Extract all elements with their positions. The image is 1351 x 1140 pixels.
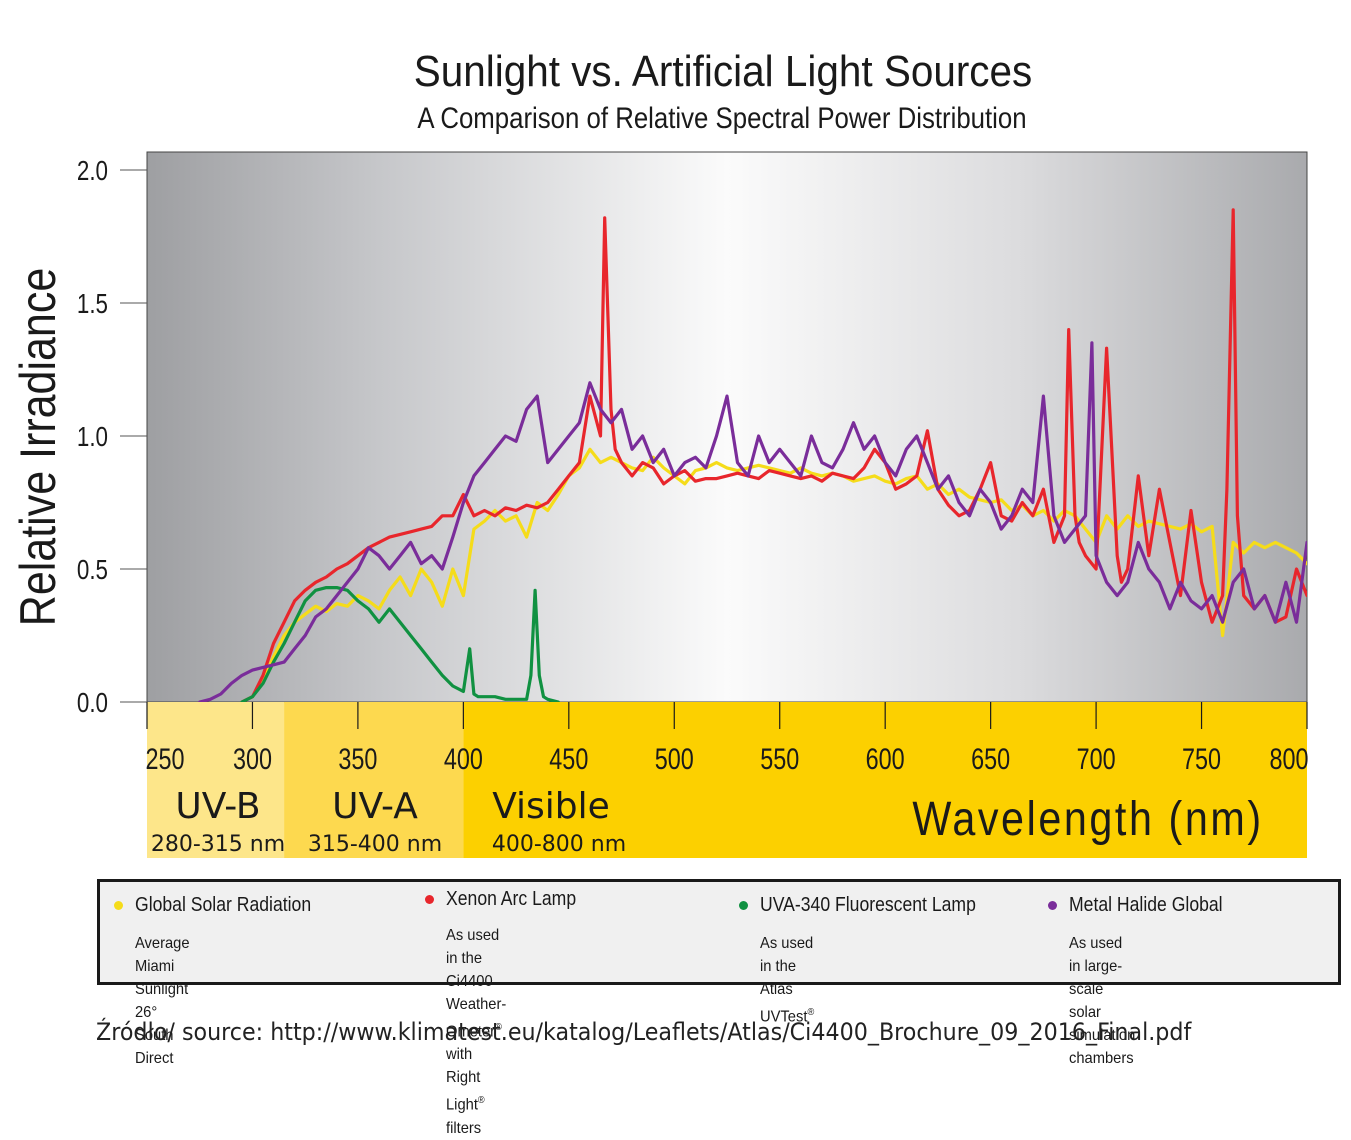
- series-line: [240, 585, 560, 702]
- x-tick-label: 500: [655, 742, 694, 775]
- legend: Global Solar Radiation Average Miami Sun…: [97, 879, 1341, 1137]
- plot-background: [146, 151, 1308, 703]
- series-line: [198, 341, 1307, 702]
- legend-name: Global Solar Radiation: [135, 894, 312, 916]
- spectral-chart: Sunlight vs. Artificial Light Sources A …: [10, 46, 1309, 858]
- legend-name: UVA-340 Fluorescent Lamp: [760, 894, 976, 916]
- legend-dot: [739, 901, 748, 910]
- y-tick-label: 1.0: [77, 422, 108, 453]
- x-tick-label: 250: [145, 742, 184, 775]
- region-band: [284, 702, 464, 858]
- x-tick-label: 800: [1269, 742, 1308, 775]
- legend-name: Metal Halide Global: [1069, 894, 1223, 916]
- legend-desc: As used in the Atlas UVTest®: [760, 935, 815, 1026]
- x-tick-label: 350: [338, 742, 377, 775]
- y-axis-label: Relative Irradiance: [10, 268, 66, 626]
- region-range: 280-315 nm: [151, 832, 285, 857]
- region-name: Visible: [492, 786, 610, 827]
- y-tick-label: 0.5: [77, 555, 108, 586]
- legend-dot: [114, 901, 123, 910]
- series-line: [240, 208, 1307, 702]
- spectral-regions: UV-B 280-315 nm UV-A 315-400 nm Visible 400-8…: [147, 702, 1307, 858]
- x-tick-label: 700: [1077, 742, 1116, 775]
- legend-desc: As used in large-scale solar simulation c…: [1069, 935, 1136, 1067]
- x-tick-label: 300: [233, 742, 272, 775]
- chart-title: Sunlight vs. Artificial Light Sources: [414, 46, 1033, 95]
- x-tick-label: 450: [549, 742, 588, 775]
- series-line: [240, 447, 1307, 702]
- x-tick-label: 600: [866, 742, 905, 775]
- region-name: UV-B: [175, 786, 260, 827]
- x-tick-label: 400: [444, 742, 483, 775]
- x-axis-label: Wavelength (nm): [912, 792, 1263, 846]
- y-tick-label: 0.0: [77, 688, 108, 719]
- axes: 0.0 0.5 1.0 1.5 2.0 250 300 350 400 450 500 550 600 6…: [77, 156, 1309, 776]
- chart-subtitle: A Comparison of Relative Spectral Power …: [417, 101, 1026, 134]
- legend-dot: [425, 895, 434, 904]
- region-range: 400-800 nm: [492, 832, 626, 857]
- region-name: UV-A: [332, 786, 418, 827]
- legend-name: Xenon Arc Lamp: [446, 888, 577, 910]
- region-band: [147, 702, 285, 858]
- legend-desc: Average Miami Sunlight 26° South Direct: [135, 935, 190, 1067]
- legend-dot: [1048, 901, 1057, 910]
- data-series: [198, 208, 1307, 702]
- x-tick-label: 550: [760, 742, 799, 775]
- source-citation: Źródło/ source: http://www.klimatest.eu/…: [96, 1018, 1192, 1046]
- x-tick-label: 650: [971, 742, 1010, 775]
- y-tick-label: 2.0: [77, 156, 108, 187]
- x-tick-label: 750: [1182, 742, 1221, 775]
- y-tick-label: 1.5: [77, 289, 108, 320]
- legend-desc: As used in the Ci4400 Weather- Ometer® wi…: [446, 927, 507, 1137]
- region-range: 315-400 nm: [308, 832, 442, 857]
